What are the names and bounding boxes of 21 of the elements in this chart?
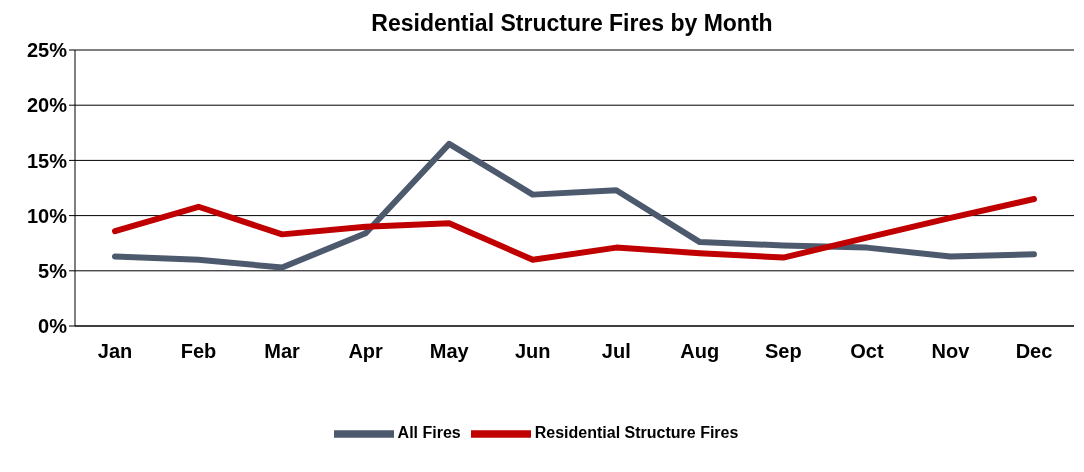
x-tick-label: Nov [931, 340, 971, 363]
legend-label: Residential Structure Fires [534, 424, 739, 442]
x-tick-label: Jan [97, 340, 133, 363]
y-tick-label: 0% [38, 315, 68, 338]
x-tick-label: Oct [850, 340, 884, 363]
x-tick-label: Mar [264, 340, 301, 363]
chart-title: Residential Structure Fires by Month [370, 9, 774, 38]
y-tick-label: 5% [38, 259, 68, 282]
x-tick-label: Sep [765, 340, 802, 363]
y-tick-label: 25% [26, 39, 68, 62]
x-tick-label: Aug [680, 340, 720, 363]
y-tick-label: 20% [26, 94, 68, 117]
y-tick-label: 10% [26, 204, 68, 227]
x-tick-label: May [429, 340, 470, 363]
y-tick-label: 15% [26, 149, 68, 172]
x-tick-label: Feb [180, 340, 217, 363]
x-tick-label: Jul [601, 340, 631, 363]
legend-label: All Fires [397, 424, 461, 442]
x-tick-label: Dec [1015, 340, 1053, 363]
x-tick-label: Apr [348, 340, 384, 363]
x-tick-label: Jun [514, 340, 551, 363]
